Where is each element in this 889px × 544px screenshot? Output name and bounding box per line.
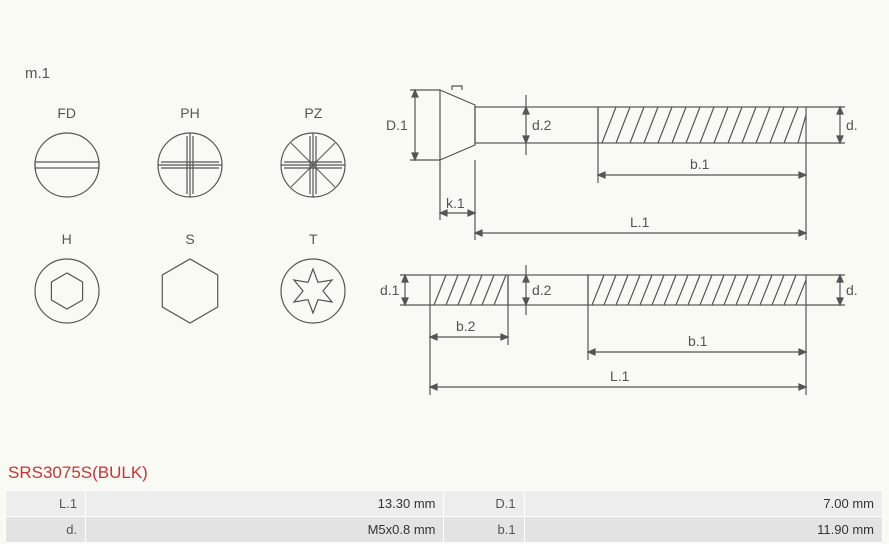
spec-label: L.1: [6, 491, 86, 517]
drive-t: T: [277, 231, 350, 327]
drive-label: FD: [30, 105, 103, 121]
spec-value: 11.90 mm: [524, 517, 882, 543]
drive-label: T: [277, 231, 350, 247]
dim-b1-bot: b.1: [688, 333, 708, 349]
spec-row: L.113.30 mmD.17.00 mm: [6, 491, 883, 517]
drive-types-panel: FD PH PZ H S T: [30, 105, 350, 357]
spec-value: 7.00 mm: [524, 491, 882, 517]
dim-d1: d.1: [380, 282, 400, 298]
drive-s: S: [153, 231, 226, 327]
spec-row: d.M5x0.8 mmb.111.90 mm: [6, 517, 883, 543]
diagram-canvas: m.1 FD PH PZ H S T: [0, 0, 889, 450]
drive-label: H: [30, 231, 103, 247]
dim-b2: b.2: [456, 318, 476, 334]
dim-d-top: d.: [846, 117, 858, 133]
spec-value: 13.30 mm: [86, 491, 444, 517]
spec-label: d.: [6, 517, 86, 543]
spec-table: L.113.30 mmD.17.00 mmd.M5x0.8 mmb.111.90…: [5, 490, 883, 543]
bottom-stud: d.1 d.2 d. b.2: [380, 265, 858, 395]
dim-d-bot: d.: [846, 282, 858, 298]
drive-ph: PH: [153, 105, 226, 201]
dim-k1: k.1: [446, 195, 465, 211]
top-screw: D.1 d.2 d. k.1: [386, 86, 858, 240]
dim-D1: D.1: [386, 117, 408, 133]
dim-d2-top: d.2: [532, 117, 552, 133]
spec-value: M5x0.8 mm: [86, 517, 444, 543]
drive-fd: FD: [30, 105, 103, 201]
drive-pz: PZ: [277, 105, 350, 201]
spec-label: b.1: [444, 517, 524, 543]
dim-L1-bot: L.1: [610, 368, 630, 384]
drive-label: S: [153, 231, 226, 247]
dim-d2-bot: d.2: [532, 282, 552, 298]
part-number: SRS3075S(BULK): [8, 463, 148, 483]
drive-h: H: [30, 231, 103, 327]
screw-technical-drawing: D.1 d.2 d. k.1: [380, 55, 870, 415]
section-label: m.1: [25, 65, 50, 82]
drive-label: PH: [153, 105, 226, 121]
dim-L1-top: L.1: [630, 214, 650, 230]
drive-label: PZ: [277, 105, 350, 121]
dim-b1-top: b.1: [690, 156, 710, 172]
spec-label: D.1: [444, 491, 524, 517]
